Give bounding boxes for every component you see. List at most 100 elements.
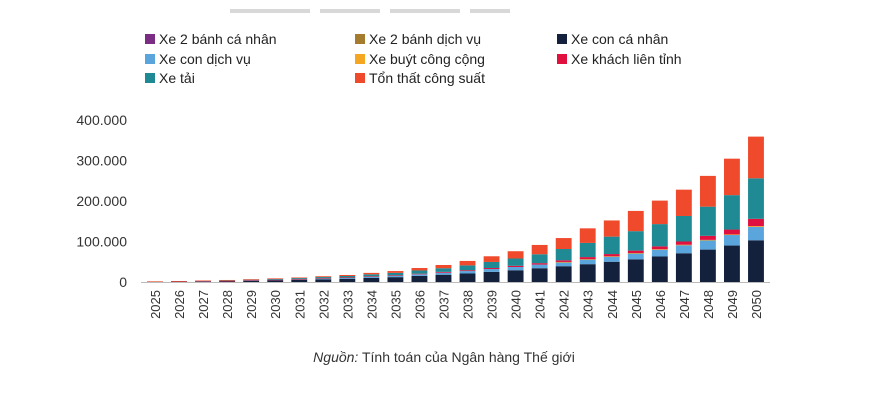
bar-car_personal-2043 bbox=[579, 264, 596, 282]
bar-truck-2045 bbox=[627, 231, 644, 251]
bar-stack-2037 bbox=[435, 264, 452, 282]
legend-label-intercity: Xe khách liên tỉnh bbox=[571, 51, 682, 67]
bar-bus-2042 bbox=[555, 261, 572, 263]
bar-car_service-2035 bbox=[387, 275, 404, 278]
bar-loss-2044 bbox=[603, 220, 620, 237]
bar-stack-2045 bbox=[627, 210, 644, 282]
x-tick-label: 2046 bbox=[653, 290, 668, 319]
bar-bus-2048 bbox=[699, 239, 716, 241]
bar-car_service-2037 bbox=[435, 272, 452, 275]
bar-intercity-2049 bbox=[724, 229, 740, 235]
bar-stack-2033 bbox=[339, 274, 356, 282]
bar-stack-2050 bbox=[748, 136, 764, 282]
bar-bus-2043 bbox=[579, 259, 596, 260]
bar-car_personal-2039 bbox=[483, 271, 500, 283]
cropped-heading bbox=[230, 0, 530, 13]
bar-stack-2032 bbox=[315, 276, 332, 282]
bar-loss-2025 bbox=[147, 281, 163, 282]
bar-truck-2048 bbox=[699, 206, 716, 236]
chart-legend: Xe 2 bánh cá nhân Xe 2 bánh dịch vụ Xe con… bbox=[145, 31, 682, 86]
bar-stack-2028 bbox=[219, 279, 236, 282]
legend-swatch-xe2_personal bbox=[145, 34, 155, 44]
bar-intercity-2044 bbox=[603, 254, 620, 257]
bar-loss-2049 bbox=[724, 158, 740, 196]
x-tick-label: 2030 bbox=[268, 290, 283, 319]
bar-truck-2040 bbox=[507, 258, 524, 266]
bar-stack-2043 bbox=[579, 228, 596, 282]
bar-car_service-2041 bbox=[531, 264, 548, 269]
bar-stack-2034 bbox=[363, 272, 380, 282]
legend-swatch-xe2_service bbox=[355, 34, 365, 44]
bar-truck-2029 bbox=[243, 279, 260, 281]
bar-truck-2044 bbox=[603, 236, 620, 255]
bar-car_personal-2033 bbox=[339, 278, 356, 282]
bar-loss-2027 bbox=[195, 280, 212, 282]
bar-loss-2026 bbox=[171, 280, 187, 282]
bar-stack-2049 bbox=[724, 158, 740, 282]
x-tick-label: 2032 bbox=[316, 290, 331, 319]
y-tick-label: 100.000 bbox=[76, 234, 127, 250]
bar-car_service-2043 bbox=[579, 259, 596, 265]
legend-swatch-car_personal bbox=[557, 34, 567, 44]
legend-item-xe2_personal: Xe 2 bánh cá nhân bbox=[145, 31, 277, 47]
bar-truck-2046 bbox=[651, 224, 668, 247]
x-tick-label: 2039 bbox=[485, 290, 500, 319]
bar-car_personal-2031 bbox=[291, 279, 308, 282]
legend-item-loss: Tổn thất công suất bbox=[355, 70, 485, 86]
x-tick-label: 2026 bbox=[172, 290, 187, 319]
legend-label-xe2_personal: Xe 2 bánh cá nhân bbox=[159, 31, 277, 47]
x-tick-label: 2025 bbox=[148, 290, 163, 319]
bar-loss-2037 bbox=[435, 264, 452, 269]
x-tick-label: 2035 bbox=[388, 290, 403, 319]
bar-stack-2048 bbox=[699, 175, 716, 282]
x-tick-label: 2036 bbox=[412, 290, 427, 319]
source-lead: Nguồn: bbox=[313, 349, 359, 365]
legend-swatch-bus bbox=[355, 54, 365, 64]
x-tick-label: 2045 bbox=[629, 290, 644, 319]
x-tick-label: 2038 bbox=[461, 290, 476, 319]
bar-truck-2039 bbox=[483, 261, 500, 269]
x-tick-label: 2034 bbox=[364, 290, 379, 319]
bar-intercity-2029 bbox=[243, 280, 260, 281]
x-tick-label: 2049 bbox=[725, 290, 740, 319]
bar-car_personal-2045 bbox=[627, 259, 644, 282]
bar-truck-2037 bbox=[435, 268, 452, 272]
bar-intercity-2034 bbox=[363, 276, 380, 277]
y-tick-label: 0 bbox=[119, 274, 127, 290]
bar-bus-2044 bbox=[603, 256, 620, 257]
bar-intercity-2050 bbox=[748, 218, 764, 227]
bar-intercity-2036 bbox=[411, 273, 428, 275]
legend-item-bus: Xe buýt công cộng bbox=[355, 51, 485, 67]
bar-loss-2046 bbox=[651, 200, 668, 225]
bar-bus-2045 bbox=[627, 253, 644, 254]
bar-intercity-2042 bbox=[555, 260, 572, 262]
bar-car_personal-2050 bbox=[748, 240, 764, 282]
source-text: Tính toán của Ngân hàng Thế giới bbox=[358, 349, 575, 365]
bar-stack-2036 bbox=[411, 268, 428, 282]
x-tick-label: 2041 bbox=[533, 290, 548, 319]
x-tick-label: 2033 bbox=[340, 290, 355, 319]
bar-car_service-2042 bbox=[555, 262, 572, 267]
x-tick-label: 2037 bbox=[436, 290, 451, 319]
legend-item-car_service: Xe con dịch vụ bbox=[145, 51, 251, 67]
bar-intercity-2041 bbox=[531, 263, 548, 265]
y-axis: 0 100.000 200.000 300.000 400.000 bbox=[76, 112, 127, 290]
x-tick-label: 2040 bbox=[509, 290, 524, 319]
legend-label-car_personal: Xe con cá nhân bbox=[571, 31, 668, 47]
bar-loss-2047 bbox=[675, 189, 692, 216]
x-tick-label: 2050 bbox=[749, 290, 764, 319]
legend-item-xe2_service: Xe 2 bánh dịch vụ bbox=[355, 31, 481, 47]
bar-car_service-2033 bbox=[339, 277, 356, 279]
bar-stack-2030 bbox=[267, 278, 284, 282]
bar-car_service-2050 bbox=[748, 226, 764, 241]
bar-intercity-2045 bbox=[627, 250, 644, 254]
y-tick-label: 200.000 bbox=[76, 193, 127, 209]
bar-car_personal-2034 bbox=[363, 277, 380, 282]
legend-label-xe2_service: Xe 2 bánh dịch vụ bbox=[369, 31, 481, 47]
bar-loss-2041 bbox=[531, 244, 548, 255]
source-note: Nguồn: Tính toán của Ngân hàng Thế giới bbox=[0, 349, 888, 365]
bar-car_personal-2040 bbox=[507, 270, 524, 282]
bar-loss-2034 bbox=[363, 272, 380, 275]
bar-truck-2041 bbox=[531, 254, 548, 264]
bar-loss-2031 bbox=[291, 277, 308, 279]
